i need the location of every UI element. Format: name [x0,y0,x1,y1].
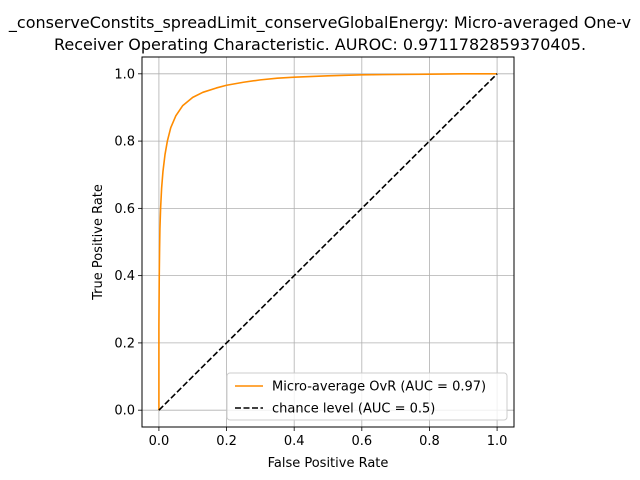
x-tick-label-4: 0.8 [419,434,440,449]
grid [142,57,514,427]
y-axis-label: True Positive Rate [91,184,106,301]
legend: Micro-average OvR (AUC = 0.97) chance lev… [226,372,508,421]
x-tick-label-0: 0.0 [149,434,170,449]
legend-label-0: Micro-average OvR (AUC = 0.97) [272,380,486,395]
chart-title-line-2: Receiver Operating Characteristic. AUROC… [54,35,586,54]
x-axis-label: False Positive Rate [268,456,389,471]
y-tick-label-1: 0.2 [114,336,135,351]
x-tick-label-2: 0.4 [284,434,305,449]
series-lines [158,73,498,411]
y-tick-label-5: 1.0 [114,67,135,82]
y-tick-label-3: 0.6 [114,202,135,217]
chart-title-line-1: _conserveConstits_spreadLimit_conserveGl… [8,13,631,33]
series-line-micro-average [158,73,498,411]
axis-ticks: 0.0 0.2 0.4 0.6 0.8 1.0 0.0 0.2 0.4 0.6 0.8 1.0 [114,67,507,449]
y-tick-label-2: 0.4 [114,269,135,284]
x-tick-label-3: 0.6 [351,434,372,449]
y-tick-label-0: 0.0 [114,404,135,419]
y-tick-label-4: 0.8 [114,135,135,150]
legend-box [226,372,508,421]
chart-title: _conserveConstits_spreadLimit_conserveGl… [8,13,631,54]
x-tick-label-5: 1.0 [487,434,508,449]
legend-label-1: chance level (AUC = 0.5) [272,402,435,417]
x-tick-label-1: 0.2 [216,434,237,449]
series-line-chance-level [158,73,498,411]
plot-area-frame [141,56,515,428]
